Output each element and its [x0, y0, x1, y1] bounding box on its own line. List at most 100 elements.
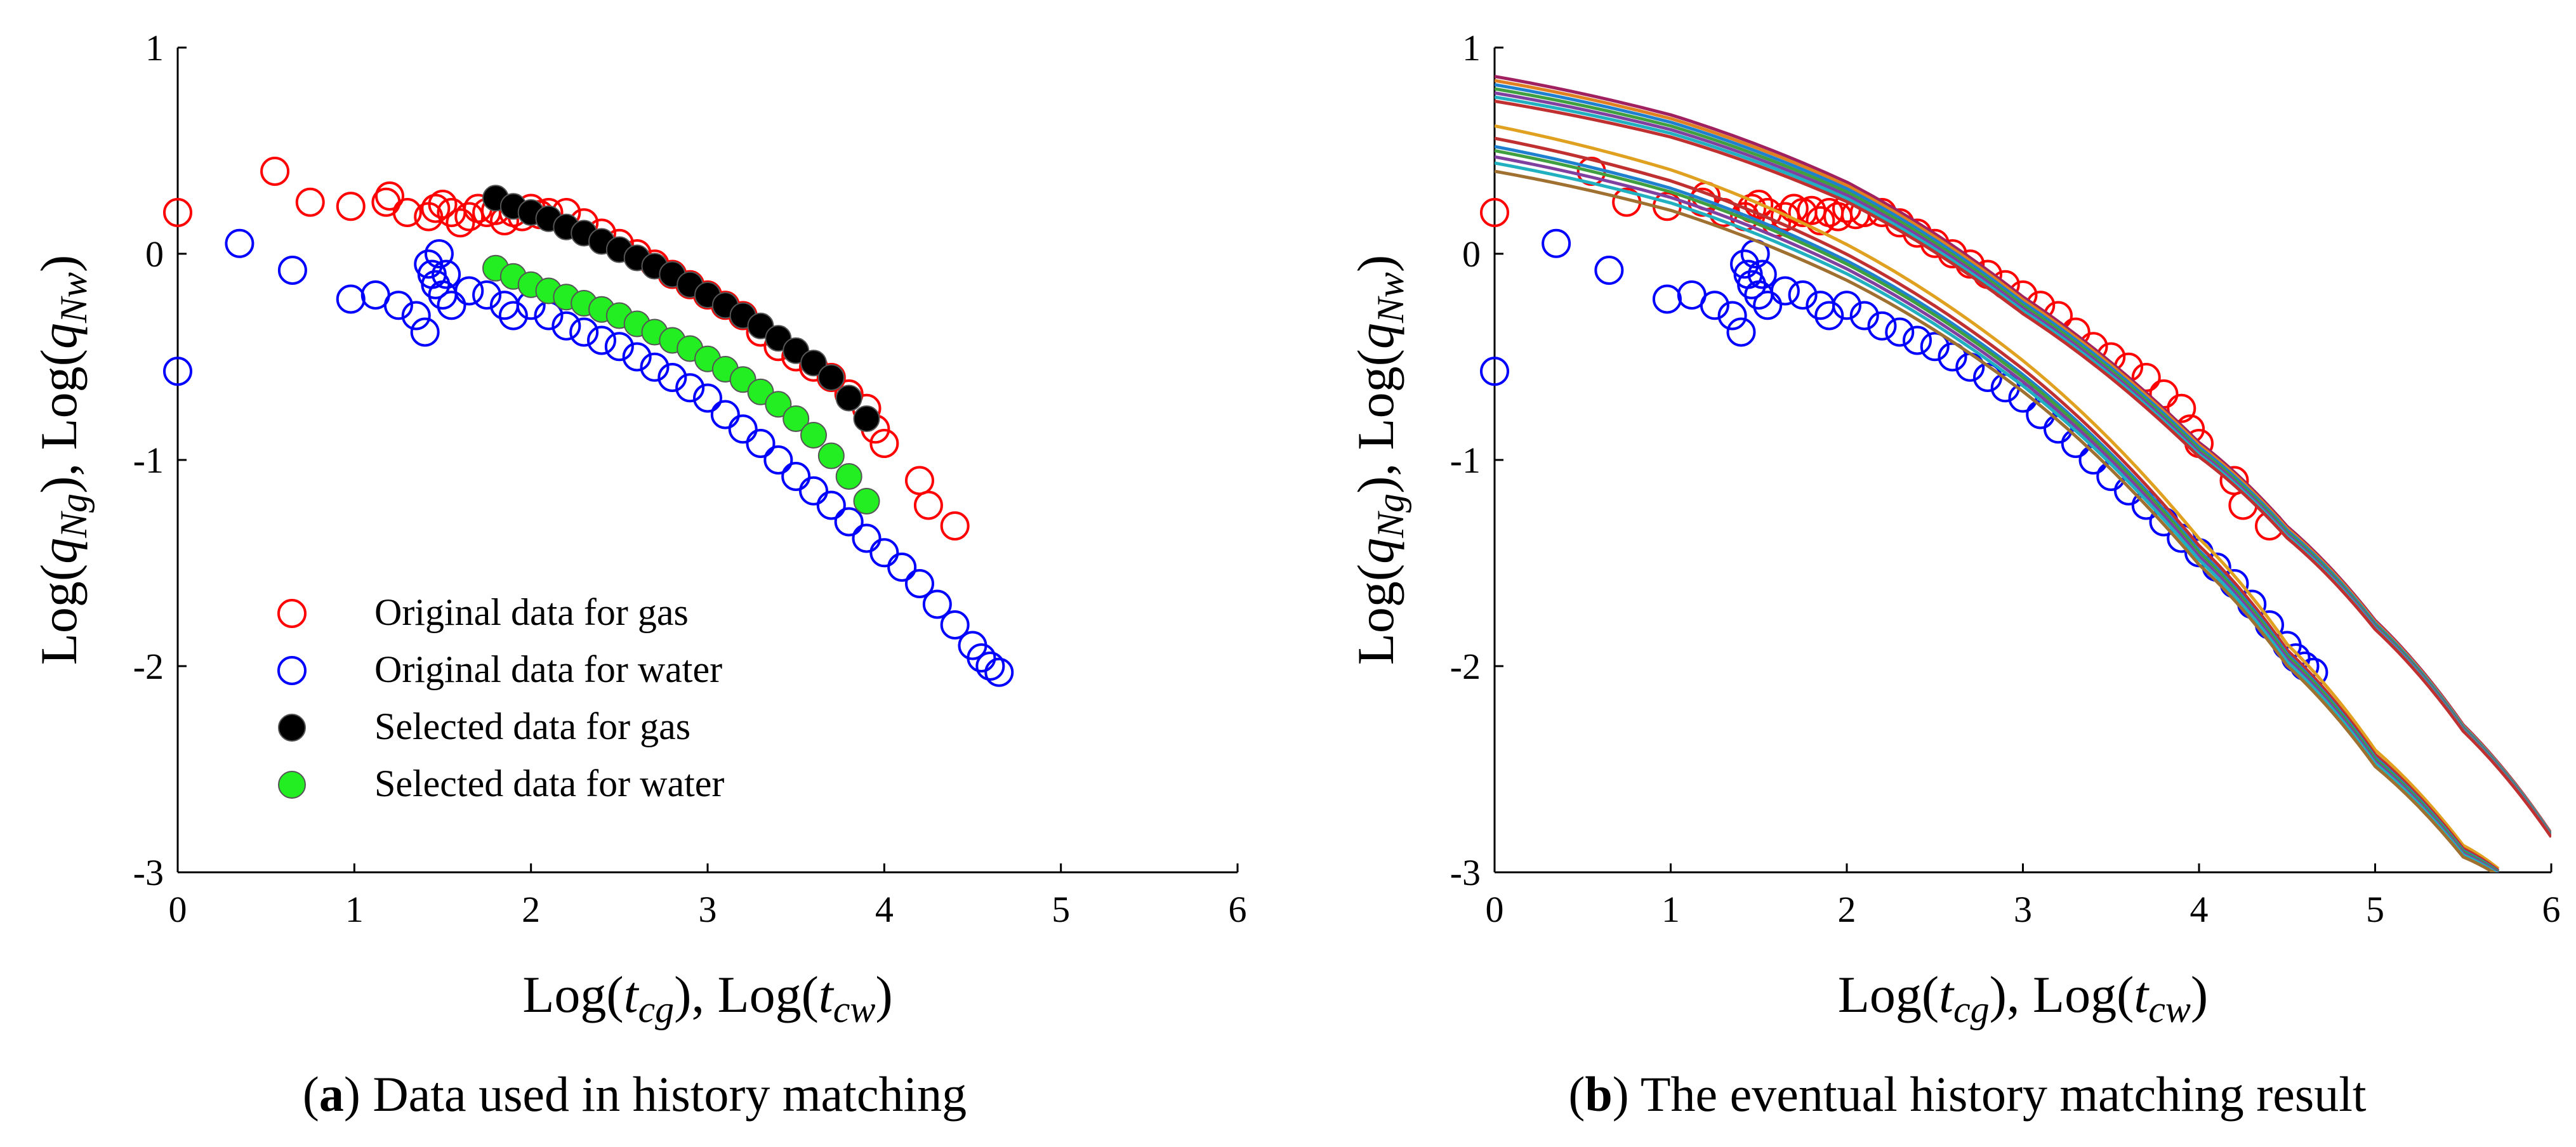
y-tick-label: -3: [1450, 852, 1481, 893]
data-point: [552, 311, 581, 341]
x-axis-label: Log(tcg), Log(tcw): [522, 966, 892, 1030]
x-tick-label: 4: [2190, 889, 2209, 930]
data-point: [1744, 190, 1774, 219]
series-selected-data-for-gas: [482, 185, 880, 432]
data-point: [1747, 259, 1777, 289]
data-point: [432, 259, 461, 289]
fit-curve: [1495, 161, 2499, 872]
data-point: [260, 157, 290, 186]
legend-label: Original data for water: [374, 648, 722, 690]
data-point: [163, 357, 192, 386]
data-point: [421, 270, 451, 299]
y-tick-label: -2: [1450, 646, 1481, 687]
data-point: [746, 429, 776, 458]
data-point: [295, 187, 325, 217]
axes: 0 1 2 3 4 5 6 -3 -2 -1 0 1 Log(tcg), Log(tcw) Log(qNg…: [30, 27, 1247, 1030]
data-point: [392, 198, 422, 227]
y-tick-label: 1: [145, 27, 164, 69]
data-point: [800, 350, 827, 377]
data-point: [1806, 206, 1835, 235]
data-point: [675, 373, 705, 403]
data-point: [869, 538, 899, 568]
data-point: [225, 228, 254, 258]
data-point: [763, 445, 793, 475]
legend-label: Selected data for gas: [374, 705, 690, 747]
data-point: [1814, 301, 1844, 331]
fit-curve: [1495, 87, 2551, 836]
x-tick-label: 4: [875, 889, 894, 930]
data-point: [1867, 311, 1897, 341]
data-point: [853, 405, 880, 432]
series-original-data-for-water: [163, 228, 1014, 687]
fit-curve: [1495, 136, 2500, 872]
data-point: [765, 391, 792, 418]
curve-bundle-water-fits: [1495, 124, 2500, 872]
legend-label: Original data for gas: [374, 591, 689, 633]
data-point: [454, 276, 484, 306]
x-tick-label: 1: [1661, 889, 1680, 930]
data-point: [1832, 291, 1861, 320]
panel-b-chart: 0 1 2 3 4 5 6 -3 -2 -1 0 1 Log(tcg), Log(tcw) Log(qNg…: [1347, 27, 2561, 1030]
data-point: [336, 192, 366, 221]
x-tick-label: 3: [699, 889, 717, 930]
x-tick-label: 1: [345, 889, 364, 930]
data-point: [1770, 276, 1800, 306]
fit-curve: [1495, 75, 2551, 834]
x-tick-label: 3: [2014, 889, 2032, 930]
data-point: [437, 291, 466, 320]
data-point: [1700, 291, 1729, 320]
y-tick-label: -3: [133, 852, 164, 893]
data-point: [569, 317, 599, 347]
legend-marker: [278, 714, 306, 742]
axes: 0 1 2 3 4 5 6 -3 -2 -1 0 1 Log(tcg), Log(tcw) Log(qNg…: [1347, 27, 2561, 1030]
data-point: [424, 239, 454, 268]
legend: Original data for gas Original data for w…: [277, 591, 724, 804]
legend-marker: [277, 599, 307, 628]
x-tick-label: 2: [522, 889, 540, 930]
data-point: [852, 523, 882, 553]
data-point: [984, 657, 1014, 687]
x-tick-label: 6: [2542, 889, 2561, 930]
data-point: [887, 553, 917, 582]
fit-curve: [1495, 100, 2551, 838]
y-tick-label: 0: [1462, 233, 1481, 275]
fit-curve: [1495, 145, 2500, 872]
y-axis-label: Log(qNg), Log(qNw): [30, 255, 95, 665]
data-point: [913, 490, 943, 520]
data-point: [940, 610, 970, 639]
data-point: [710, 400, 740, 429]
data-point: [1594, 256, 1624, 285]
data-point: [835, 384, 862, 412]
data-point: [1885, 317, 1915, 347]
data-point: [817, 442, 845, 469]
panel-a-chart: 0 1 2 3 4 5 6 -3 -2 -1 0 1 Log(tcg), Log(tcw) Log(qNg…: [30, 27, 1247, 1030]
data-point: [940, 511, 970, 541]
legend-label: Selected data for water: [374, 763, 724, 804]
data-point: [783, 405, 810, 432]
data-point: [446, 208, 475, 238]
data-point: [816, 490, 846, 520]
data-point: [375, 181, 404, 211]
data-point: [967, 643, 996, 672]
data-point: [800, 422, 827, 449]
y-tick-label: 1: [1462, 27, 1481, 69]
data-point: [835, 463, 862, 490]
data-point: [799, 476, 828, 506]
x-tick-label: 6: [1229, 889, 1247, 930]
caption-b-letter: b: [1585, 1066, 1613, 1122]
data-point: [421, 193, 451, 223]
x-tick-label: 5: [2366, 889, 2384, 930]
data-point: [1717, 301, 1747, 331]
y-tick-label: -1: [1450, 440, 1481, 481]
data-point: [781, 462, 811, 491]
fit-curve: [1495, 149, 2500, 872]
fit-curve: [1495, 155, 2500, 872]
fit-curve: [1495, 169, 2497, 872]
x-axis-label: Log(tcg), Log(tcw): [1838, 966, 2208, 1030]
data-point: [1726, 317, 1756, 347]
data-point: [905, 569, 934, 598]
curve-bundle-gas-fits: [1495, 75, 2551, 838]
caption-b: (b) The eventual history matching result: [1568, 1066, 2367, 1122]
data-point: [728, 414, 758, 444]
